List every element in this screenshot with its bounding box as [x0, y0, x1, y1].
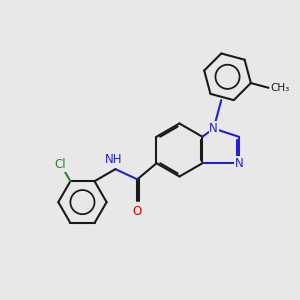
Text: CH₃: CH₃: [270, 83, 289, 93]
Text: NH: NH: [105, 153, 123, 166]
Text: N: N: [235, 157, 243, 170]
Text: Cl: Cl: [55, 158, 66, 171]
Text: O: O: [133, 205, 142, 218]
Text: N: N: [209, 122, 218, 135]
